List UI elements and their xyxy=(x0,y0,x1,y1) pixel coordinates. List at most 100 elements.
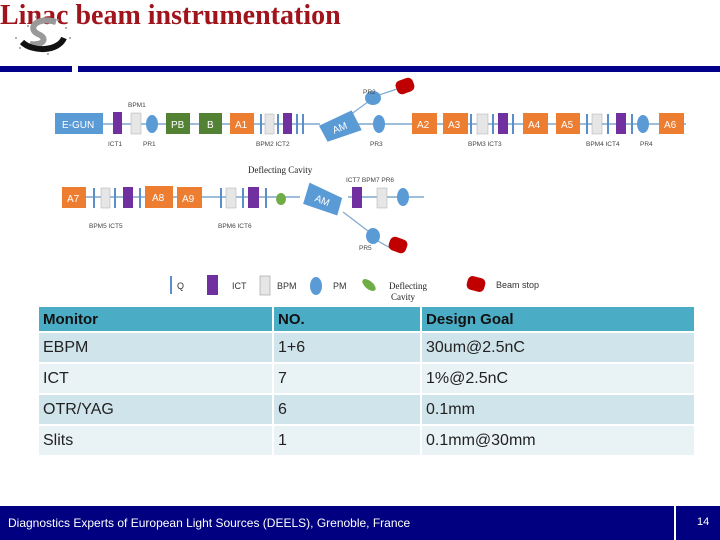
label-bpm2-ict2: BPM2 ICT2 xyxy=(256,141,290,148)
cell: 6 xyxy=(274,395,420,424)
bpm4 xyxy=(591,113,603,135)
a9-box: A9 xyxy=(177,187,202,208)
svg-text:AM: AM xyxy=(313,193,331,209)
header-design-goal: Design Goal xyxy=(422,307,694,331)
table-row: ICT 7 1%@2.5nC xyxy=(39,364,694,393)
svg-text:PB: PB xyxy=(171,120,185,131)
label-ict1: ICT1 xyxy=(108,141,122,148)
pr4 xyxy=(637,115,649,133)
svg-text:Cavity: Cavity xyxy=(391,292,415,302)
cell: EBPM xyxy=(39,333,272,362)
title-bar-left xyxy=(0,66,72,72)
label-pr1: PR1 xyxy=(143,141,156,148)
label-bpm4-ict4: BPM4 ICT4 xyxy=(586,141,620,148)
beamline-diagram: E-GUN PB B A1 AM A2 A3 A4 A5 A6 BPM1 ICT… xyxy=(55,77,686,302)
b-box: B xyxy=(199,113,222,134)
svg-text:Beam stop: Beam stop xyxy=(496,280,539,290)
slide-title: Linac beam instrumentation xyxy=(0,0,341,31)
ict6 xyxy=(248,187,259,208)
svg-text:A2: A2 xyxy=(417,120,430,131)
label-pr3: PR3 xyxy=(370,141,383,148)
label-pr4: PR4 xyxy=(640,141,653,148)
label-bpm5-ict5: BPM5 ICT5 xyxy=(89,223,123,230)
pr2 xyxy=(365,91,381,105)
svg-text:A3: A3 xyxy=(448,120,461,131)
a2-box: A2 xyxy=(412,113,437,134)
cell: Slits xyxy=(39,426,272,455)
pb-box: PB xyxy=(166,113,190,134)
ict1 xyxy=(113,112,122,134)
ict2 xyxy=(283,113,292,134)
footer-text: Diagnostics Experts of European Light So… xyxy=(8,516,411,530)
pr6 xyxy=(397,188,409,206)
monitor-table: Monitor NO. Design Goal EBPM 1+6 30um@2.5n… xyxy=(37,305,696,457)
page-number: 14 xyxy=(697,516,710,528)
svg-text:A8: A8 xyxy=(152,193,165,204)
header-no: NO. xyxy=(274,307,420,331)
bpm7 xyxy=(376,187,388,209)
svg-text:A7: A7 xyxy=(67,194,80,205)
pr3 xyxy=(373,115,385,133)
deflecting-cavity xyxy=(276,193,286,205)
pr5 xyxy=(366,228,380,244)
label-bpm6-ict6: BPM6 ICT6 xyxy=(218,223,252,230)
footer-divider xyxy=(674,506,676,540)
svg-text:A4: A4 xyxy=(528,120,541,131)
footer: Diagnostics Experts of European Light So… xyxy=(0,506,720,540)
svg-text:Q: Q xyxy=(177,281,184,291)
label-pr5: PR5 xyxy=(359,245,372,252)
a1-box: A1 xyxy=(230,113,254,134)
cell: ICT xyxy=(39,364,272,393)
svg-text:AM: AM xyxy=(331,121,349,137)
svg-text:A9: A9 xyxy=(182,194,195,205)
table-row: OTR/YAG 6 0.1mm xyxy=(39,395,694,424)
a4-box: A4 xyxy=(523,113,548,134)
label-bpm1: BPM1 xyxy=(128,102,146,109)
egun-box: E-GUN xyxy=(55,113,103,134)
ict7 xyxy=(352,187,362,208)
beam-stop-2 xyxy=(388,236,408,254)
svg-text:BPM: BPM xyxy=(277,281,297,291)
table-row: EBPM 1+6 30um@2.5nC xyxy=(39,333,694,362)
label-deflecting-cavity: Deflecting Cavity xyxy=(248,165,313,175)
header-monitor: Monitor xyxy=(39,307,272,331)
beam-stop-1 xyxy=(395,77,415,95)
cell: 0.1mm xyxy=(422,395,694,424)
a3-box: A3 xyxy=(443,113,468,134)
cell: OTR/YAG xyxy=(39,395,272,424)
legend: Q ICT BPM PM Deflecting Cavity Beam stop xyxy=(170,275,539,302)
bpm6 xyxy=(225,187,237,209)
am-magnet-1: AM xyxy=(319,110,362,142)
a5-box: A5 xyxy=(556,113,580,134)
svg-text:A5: A5 xyxy=(561,120,574,131)
pr1 xyxy=(146,115,158,133)
cell: 30um@2.5nC xyxy=(422,333,694,362)
label-pr2: PR2 xyxy=(363,89,376,96)
cell: 1 xyxy=(274,426,420,455)
a7-box: A7 xyxy=(62,187,86,208)
a6-box: A6 xyxy=(659,113,684,134)
table-header: Monitor NO. Design Goal xyxy=(39,307,694,331)
label-bpm3-ict3: BPM3 ICT3 xyxy=(468,141,502,148)
cell: 1%@2.5nC xyxy=(422,364,694,393)
svg-text:ICT: ICT xyxy=(232,281,247,291)
svg-text:E-GUN: E-GUN xyxy=(62,120,94,131)
bpm5 xyxy=(100,187,111,209)
ict4 xyxy=(616,113,626,134)
svg-text:A6: A6 xyxy=(664,120,677,131)
cell: 7 xyxy=(274,364,420,393)
svg-text:A1: A1 xyxy=(235,120,248,131)
bpm2 xyxy=(264,113,275,135)
svg-text:PM: PM xyxy=(333,281,347,291)
label-ict7-bpm7-pr6: ICT7 BPM7 PR6 xyxy=(346,177,394,184)
cell: 1+6 xyxy=(274,333,420,362)
table-row: Slits 1 0.1mm@30mm xyxy=(39,426,694,455)
am-magnet-2: AM xyxy=(303,182,343,216)
cell: 0.1mm@30mm xyxy=(422,426,694,455)
a8-box: A8 xyxy=(145,186,173,208)
institute-logo xyxy=(15,16,71,55)
ict5 xyxy=(123,187,133,208)
bpm1 xyxy=(130,112,142,135)
svg-text:Deflecting: Deflecting xyxy=(389,281,427,291)
title-bar-right xyxy=(78,66,720,72)
